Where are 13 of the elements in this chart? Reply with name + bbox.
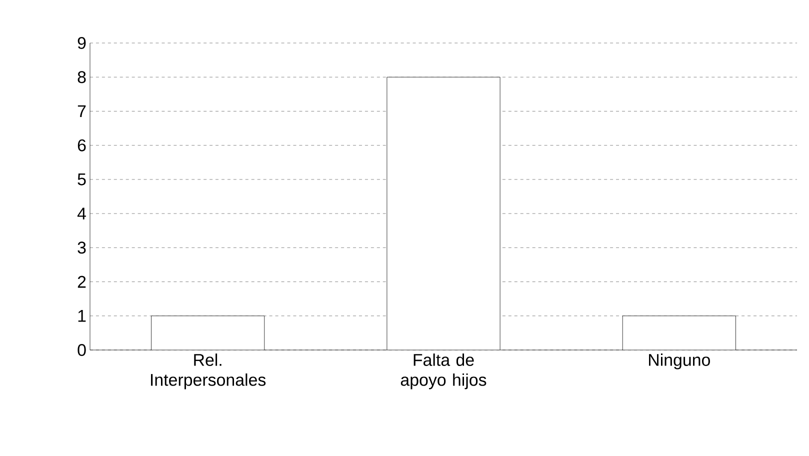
x-tick-label: Falta de apoyo hijos <box>400 354 486 390</box>
y-tick-label: 1 <box>78 310 86 322</box>
y-tick-label: 7 <box>78 105 86 118</box>
x-tick-label: Rel. Interpersonales <box>151 354 266 390</box>
y-tick-label: 9 <box>78 37 86 50</box>
y-tick-label: 2 <box>78 276 86 288</box>
y-tick-label: 5 <box>78 174 86 186</box>
y-tick-label: 3 <box>78 242 86 254</box>
y-tick-label: 8 <box>78 71 86 84</box>
y-tick-label: 6 <box>78 139 86 152</box>
y-tick-label: 4 <box>77 208 86 220</box>
x-tick-label: Ninguno <box>649 354 710 370</box>
y-tick-label: 0 <box>78 344 86 356</box>
